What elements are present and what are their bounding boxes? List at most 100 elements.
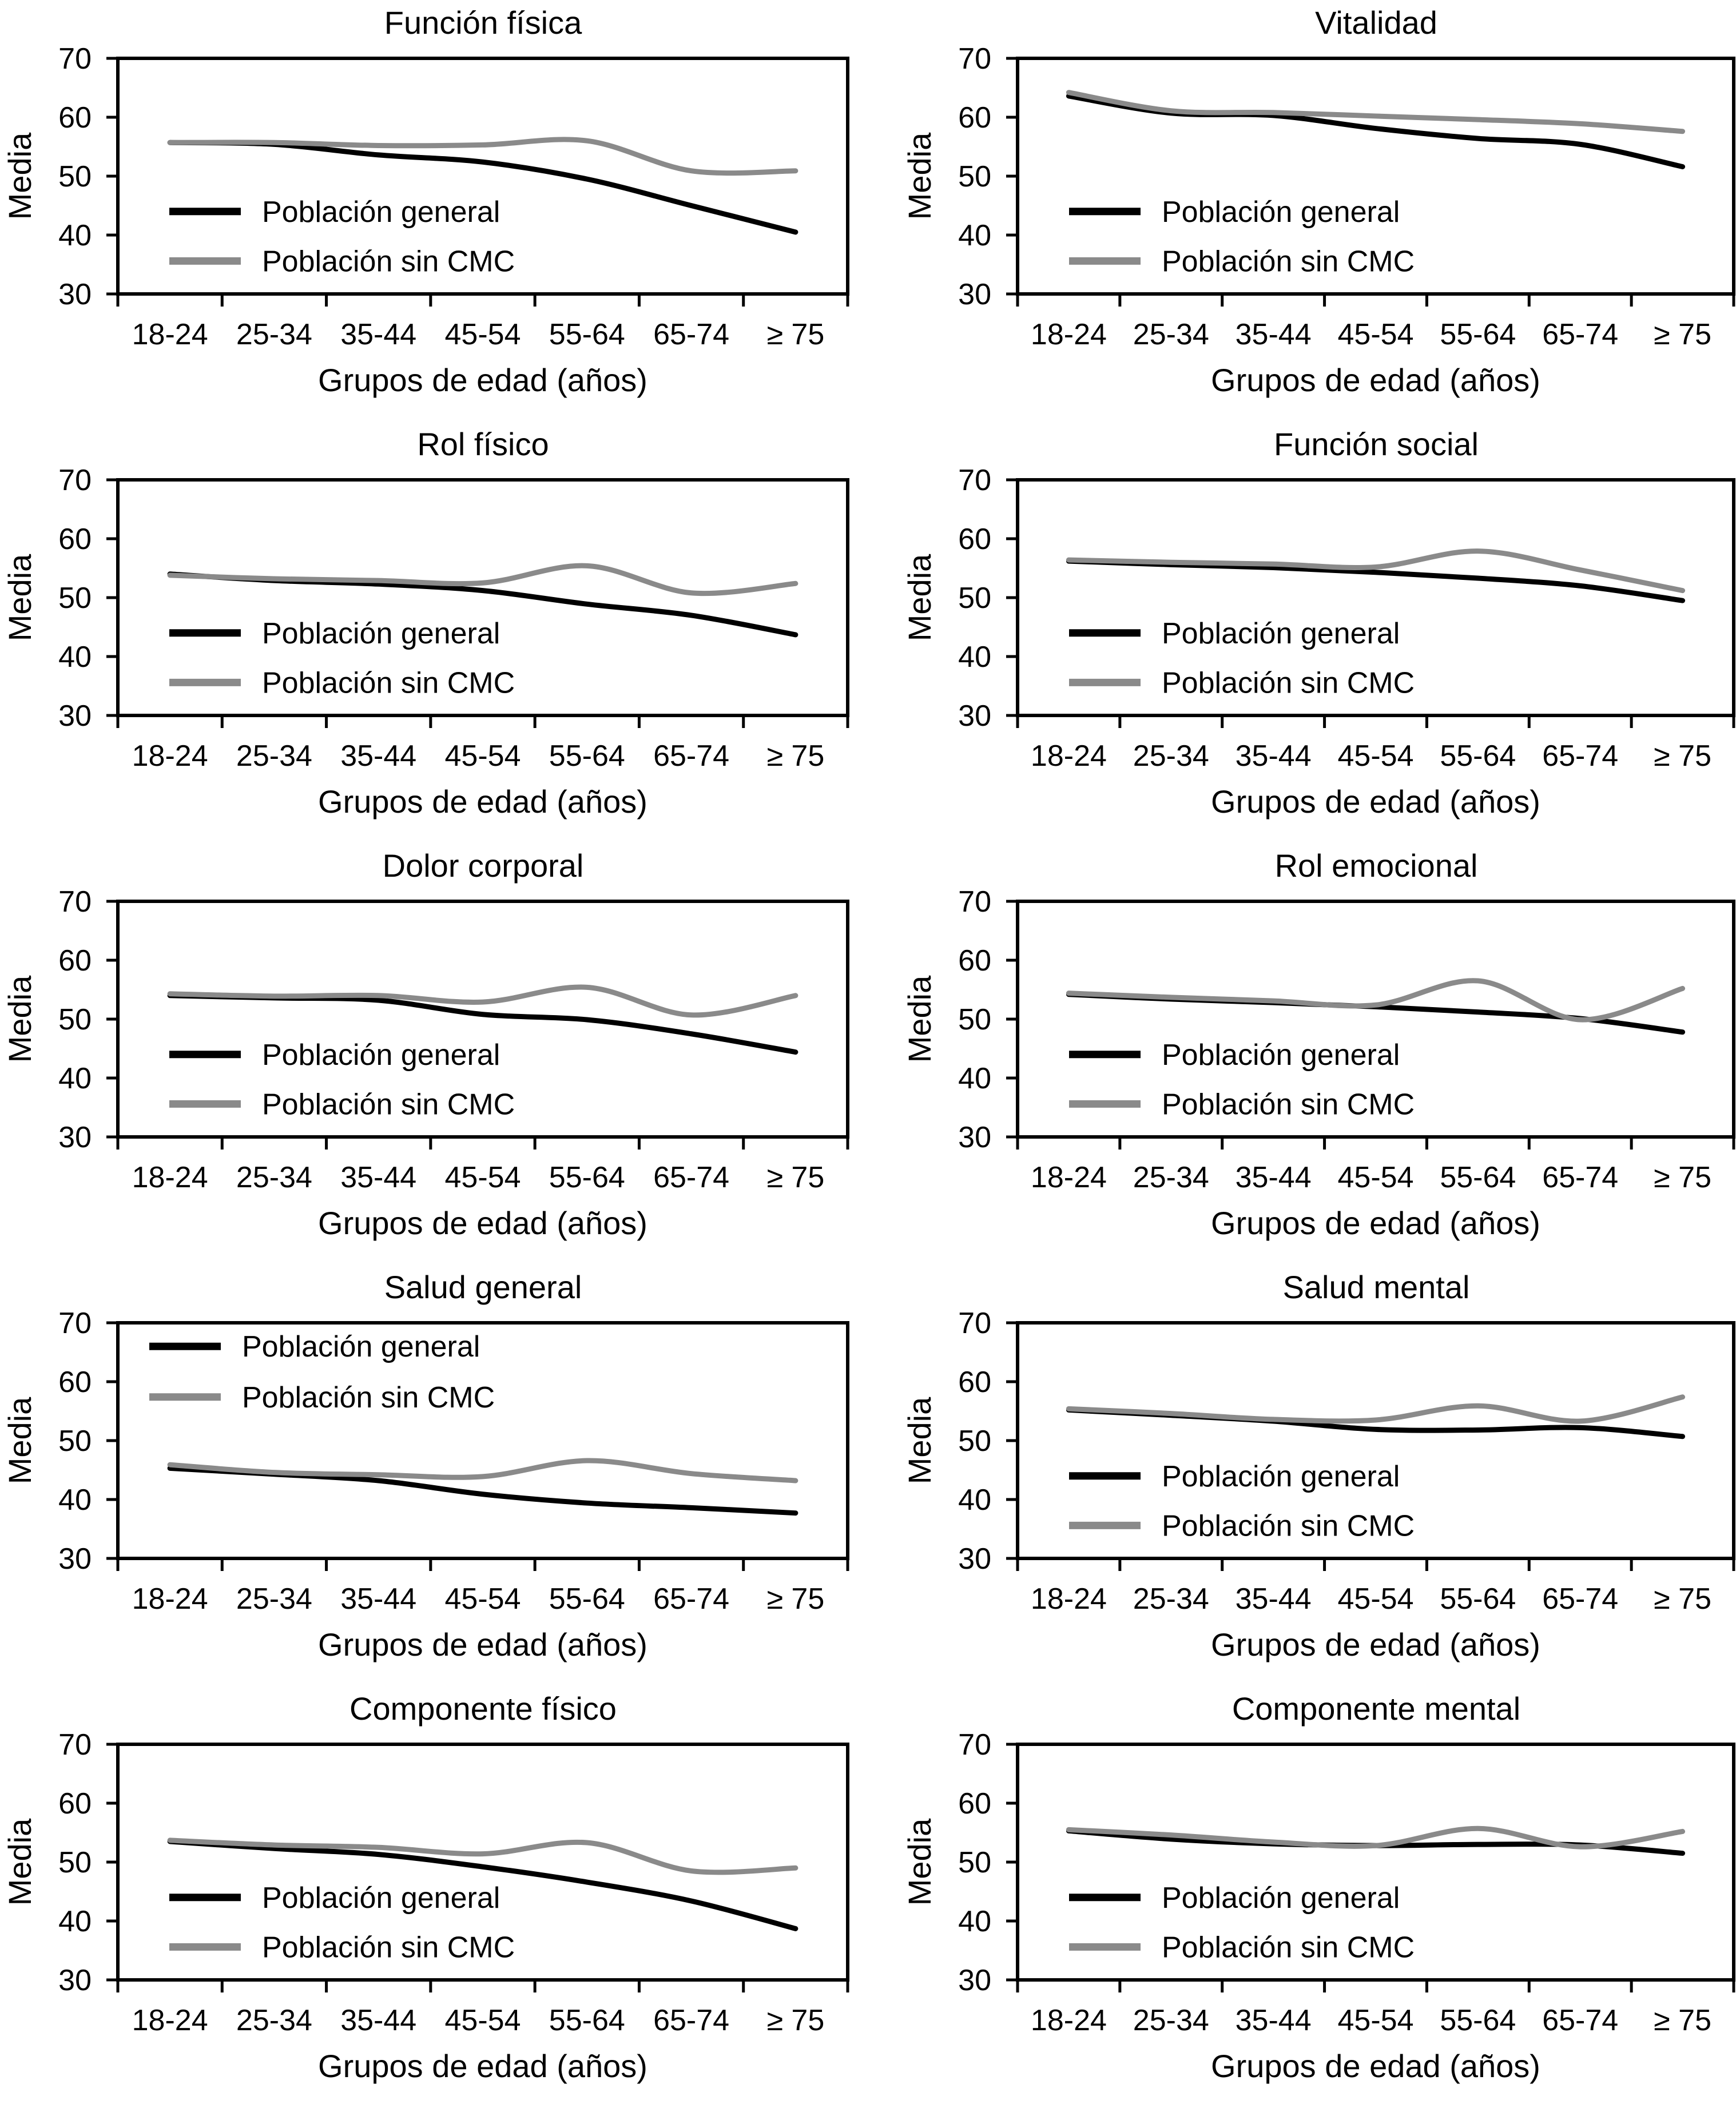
y-tick-label: 30 [58, 1964, 92, 1997]
y-tick-label: 30 [958, 1964, 991, 1997]
x-tick-label: 55-64 [549, 1582, 625, 1616]
legend-label-poblacion-general: Población general [1162, 1039, 1400, 1072]
x-tick-label: 55-64 [549, 2004, 625, 2037]
componente-fisico-plot: 30 40 50 60 70 18-24 25-34 35-44 45-54 55-64 65-74… [2, 1728, 849, 2084]
x-tick-label: 18-24 [1031, 739, 1107, 773]
x-tick-label: 55-64 [1440, 2004, 1516, 2037]
x-tick-label: 18-24 [1031, 2004, 1107, 2037]
y-tick-label: 40 [58, 641, 92, 674]
x-tick-label: 35-44 [1236, 739, 1312, 773]
chart-panel-funcion-social: 30 40 50 60 70 18-24 25-34 35-44 45-54 55-64 65-74… [868, 421, 1736, 843]
dolor-corporal-plot: 30 40 50 60 70 18-24 25-34 35-44 45-54 55-64 65-74… [2, 885, 849, 1241]
y-tick-label: 40 [58, 1483, 92, 1517]
x-tick-label: 65-74 [1542, 1161, 1618, 1194]
x-tick-label: 45-54 [445, 318, 521, 351]
series-line-poblacion-general [167, 1839, 799, 1931]
y-tick-label: 30 [58, 278, 92, 311]
x-tick-label: 65-74 [653, 2004, 729, 2037]
legend-label-poblacion-general: Población general [262, 1039, 500, 1072]
chart-panel-componente-fisico: 30 40 50 60 70 18-24 25-34 35-44 45-54 55-64 65-74… [0, 1686, 868, 2107]
y-tick-label: 70 [58, 1307, 92, 1340]
x-tick-label: 18-24 [132, 318, 208, 351]
series-line-poblacion-sin-cmc [167, 1458, 799, 1483]
y-tick-label: 30 [58, 1121, 92, 1154]
y-tick-label: 40 [58, 219, 92, 252]
x-axis-title: Grupos de edad (años) [1211, 1626, 1540, 1662]
x-tick-label: ≥ 75 [1654, 1161, 1711, 1194]
x-axis-title: Grupos de edad (años) [318, 1626, 647, 1662]
x-tick-label: 55-64 [1440, 318, 1516, 351]
y-tick-label: 30 [58, 699, 92, 733]
x-axis-title: Grupos de edad (años) [1211, 783, 1540, 820]
x-tick-label: 65-74 [1542, 2004, 1618, 2037]
x-tick-label: 25-34 [236, 2004, 312, 2037]
x-tick-label: 65-74 [653, 1161, 729, 1194]
x-tick-label: 25-34 [1133, 2004, 1209, 2037]
y-tick-label: 40 [958, 219, 991, 252]
y-tick-label: 60 [58, 1366, 92, 1399]
y-tick-label: 60 [58, 101, 92, 134]
y-tick-label: 70 [58, 1728, 92, 1761]
x-axis-title: Grupos de edad (años) [318, 2048, 647, 2084]
chart-panel-salud-mental: 30 40 50 60 70 18-24 25-34 35-44 45-54 55-64 65-74… [868, 1264, 1736, 1686]
chart-title-rol-emocional: Rol emocional [1274, 848, 1478, 884]
y-tick-label: 50 [958, 1003, 991, 1036]
series-line-poblacion-sin-cmc [167, 1837, 799, 1875]
y-axis-title: Media [901, 554, 937, 641]
legend-label-poblacion-sin-cmc: Población sin CMC [1162, 666, 1415, 699]
x-tick-label: 65-74 [1542, 739, 1618, 773]
chart-panel-salud-general: 30 40 50 60 70 18-24 25-34 35-44 45-54 55-64 65-74… [0, 1264, 868, 1686]
x-tick-label: 25-34 [236, 1161, 312, 1194]
series-line-poblacion-sin-cmc [167, 563, 799, 596]
x-axis-title: Grupos de edad (años) [318, 362, 647, 398]
chart-panel-vitalidad: 30 40 50 60 70 18-24 25-34 35-44 45-54 55-64 65-74… [868, 0, 1736, 421]
series-line-poblacion-sin-cmc [167, 984, 799, 1018]
y-tick-label: 60 [58, 523, 92, 556]
legend-label-poblacion-sin-cmc: Población sin CMC [1162, 245, 1415, 278]
x-tick-label: ≥ 75 [766, 739, 824, 773]
y-axis-title: Media [2, 132, 38, 220]
x-tick-label: 18-24 [1031, 1582, 1107, 1616]
chart-title-componente-fisico: Componente físico [349, 1691, 617, 1727]
x-tick-label: 35-44 [340, 2004, 416, 2037]
x-tick-label: ≥ 75 [766, 2004, 824, 2037]
legend-label-poblacion-general: Población general [242, 1330, 480, 1363]
series-line-poblacion-sin-cmc [1066, 1825, 1686, 1850]
funcion-fisica-plot: 30 40 50 60 70 18-24 25-34 35-44 45-54 55-64 65-74… [2, 42, 849, 398]
x-tick-label: 25-34 [236, 318, 312, 351]
legend-label-poblacion-sin-cmc: Población sin CMC [262, 245, 515, 278]
chart-title-funcion-social: Función social [1274, 426, 1479, 462]
legend-label-poblacion-general: Población general [262, 617, 500, 650]
x-tick-label: 45-54 [445, 739, 521, 773]
y-tick-label: 40 [58, 1062, 92, 1095]
legend-label-poblacion-sin-cmc: Población sin CMC [1162, 1509, 1415, 1542]
y-tick-label: 50 [958, 1846, 991, 1879]
y-tick-label: 30 [58, 1542, 92, 1576]
x-tick-label: 35-44 [340, 1582, 416, 1616]
chart-title-vitalidad: Vitalidad [1315, 5, 1437, 41]
salud-general-plot: 30 40 50 60 70 18-24 25-34 35-44 45-54 55-64 65-74… [2, 1307, 849, 1662]
x-tick-label: 45-54 [1338, 739, 1414, 773]
series-line-poblacion-sin-cmc [1066, 978, 1686, 1023]
y-tick-label: 70 [958, 1728, 991, 1761]
y-tick-label: 50 [958, 582, 991, 615]
x-tick-label: 45-54 [445, 2004, 521, 2037]
chart-title-salud-mental: Salud mental [1282, 1269, 1470, 1305]
y-tick-label: 30 [958, 1121, 991, 1154]
x-tick-label: 55-64 [1440, 1161, 1516, 1194]
y-tick-label: 70 [958, 42, 991, 75]
x-tick-label: 55-64 [549, 1161, 625, 1194]
x-tick-label: 18-24 [1031, 1161, 1107, 1194]
series-line-poblacion-sin-cmc [1066, 548, 1686, 594]
x-tick-label: 35-44 [1236, 1161, 1312, 1194]
legend-label-poblacion-sin-cmc: Población sin CMC [262, 1931, 515, 1964]
y-tick-label: 30 [958, 278, 991, 311]
x-tick-label: 35-44 [1236, 318, 1312, 351]
x-tick-label: ≥ 75 [1654, 318, 1711, 351]
y-axis-title: Media [2, 554, 38, 641]
y-tick-label: 60 [958, 523, 991, 556]
x-tick-label: 65-74 [653, 318, 729, 351]
series-line-poblacion-sin-cmc [1066, 90, 1686, 134]
x-tick-label: 55-64 [549, 318, 625, 351]
salud-mental-plot: 30 40 50 60 70 18-24 25-34 35-44 45-54 55-64 65-74… [901, 1307, 1735, 1662]
